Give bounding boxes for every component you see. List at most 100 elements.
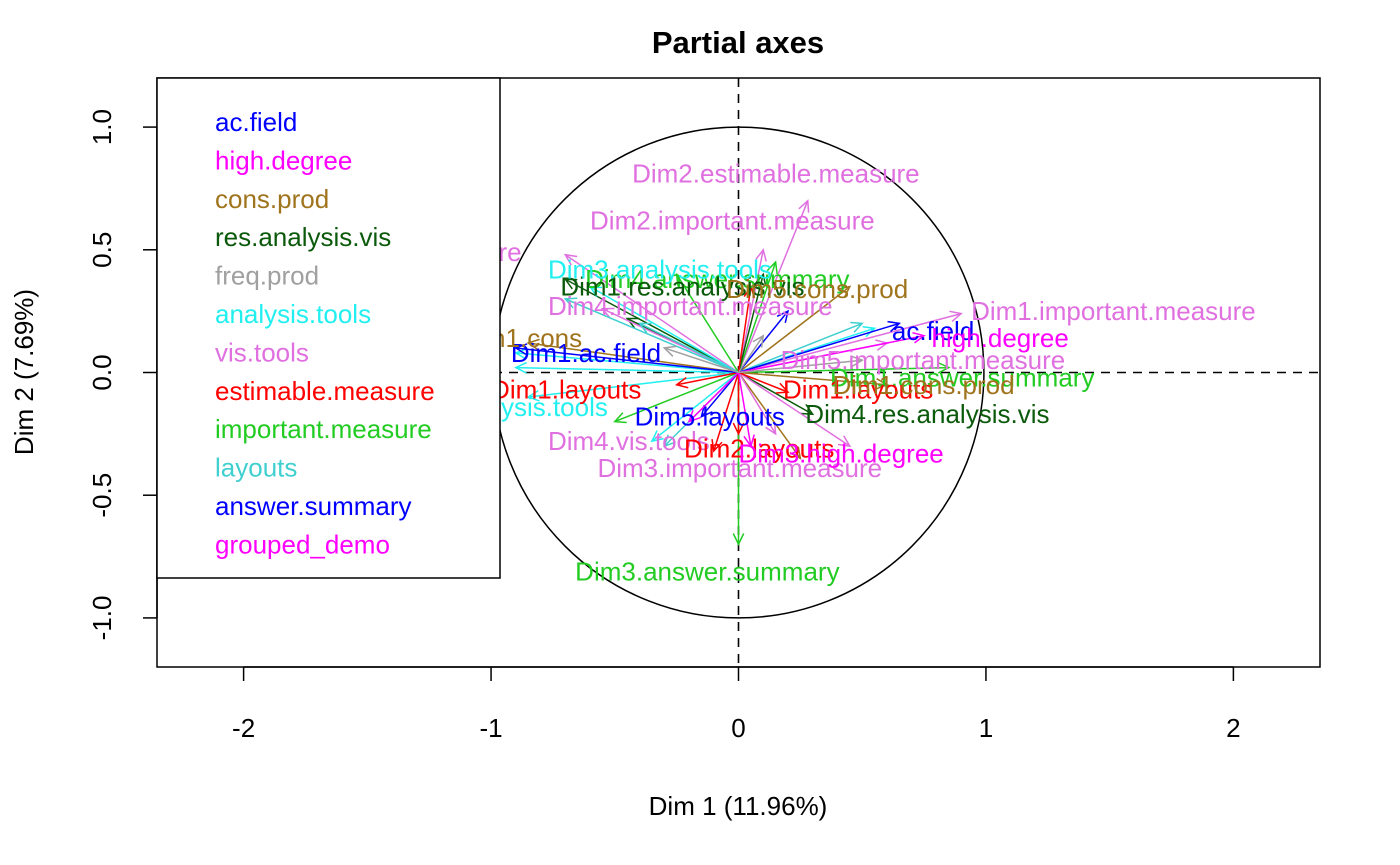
legend-box (156, 77, 501, 579)
chart-title: Partial axes (652, 25, 824, 60)
y-tick-label: 0.0 (87, 354, 117, 390)
partial-axis-label: Dim4.res.analysis.vis (805, 399, 1049, 429)
partial-axis-label: high.degree (932, 323, 1069, 353)
partial-axis-arrow (738, 334, 925, 374)
x-tick-label: 1 (979, 713, 993, 743)
partial-axis-arrow (738, 322, 863, 374)
arrow-head (600, 307, 615, 319)
partial-axis-label: Dim3.high.degree (739, 438, 944, 468)
partial-axis-arrow (700, 372, 740, 418)
arrow-head (700, 404, 713, 418)
partial-axis-label: Dim5.cons.prod (726, 274, 908, 304)
arrow-head (663, 434, 676, 448)
y-tick-label: 1.0 (87, 109, 117, 145)
arrow-head (514, 343, 528, 355)
partial-axis-arrow (528, 342, 739, 374)
partial-axis-arrow (639, 322, 739, 374)
partial-axis-arrow (738, 371, 888, 386)
legend: ac.field high.degree cons.prod res.analysis… (156, 77, 501, 579)
partial-axis-label: Dim1.cons.prod (833, 370, 1015, 400)
arrow-head (675, 272, 688, 287)
arrow-head (588, 285, 603, 297)
x-tick-label: 2 (1226, 713, 1240, 743)
arrow-head (875, 378, 889, 390)
arrow-head (755, 248, 767, 262)
partial-axis-label: Dim1.ac.field (511, 338, 661, 368)
y-axis-label: Dim 2 (7.69%) (9, 289, 39, 455)
partial-axis-label: Dim2.estimable.measure (632, 159, 920, 189)
partial-axis-label: Dim3.important.measure (597, 453, 882, 483)
arrow-head (850, 355, 864, 368)
arrow-head (775, 382, 790, 394)
partial-axis-arrow (564, 278, 739, 374)
partial-axis-label: n1.cons (491, 323, 582, 353)
partial-axis-arrow (738, 366, 949, 374)
arrow-head (711, 439, 723, 453)
legend-entry: high.degree (215, 145, 352, 175)
arrow-head (949, 310, 963, 322)
partial-axis-label: Dim3.analysis.tools (548, 254, 772, 284)
arrow-head (798, 199, 810, 213)
x-tick-label: -1 (479, 713, 502, 743)
partial-axis-label: Dim1.layouts (783, 375, 933, 405)
legend-entry: vis.tools (215, 337, 309, 367)
partial-axis-label: Dim1.answer.summary (830, 362, 1094, 392)
partial-axis-label: Dim4.important.measure (548, 291, 833, 321)
partial-axis-arrow (737, 274, 764, 373)
partial-axis-arrow (614, 371, 739, 423)
partial-axis-label: Dim3.answer.summary (575, 556, 839, 586)
partial-axis-arrow (738, 322, 900, 374)
legend-entry: freq.prod (215, 261, 319, 291)
arrow-head (687, 410, 701, 423)
arrow-head (563, 297, 578, 309)
arrow-head (514, 361, 528, 374)
partial-axis-label: Dim5.layouts (635, 402, 785, 432)
arrow-head (789, 446, 802, 460)
partial-axis-label: Dim1.layouts (491, 375, 641, 405)
partial-axis-label: ysis.tools (501, 392, 608, 422)
partial-axis-arrow (676, 273, 740, 373)
arrow-head (862, 325, 877, 338)
y-tick-label: 0.5 (87, 232, 117, 268)
arrow-head (526, 389, 540, 402)
partial-axis-arrow (737, 310, 789, 373)
arrow-head (732, 533, 745, 547)
arrow-head (674, 376, 689, 389)
legend-entry: analysis.tools (215, 299, 371, 329)
arrow-head (800, 403, 815, 416)
arrow-head (743, 284, 756, 299)
partial-axis-arrow (737, 372, 801, 459)
partial-axis-arrow (737, 372, 777, 435)
arrow-head (912, 331, 926, 344)
arrow-head (887, 320, 901, 333)
arrow-head (776, 309, 790, 324)
partial-axis-arrow (589, 285, 739, 374)
arrow-head (650, 430, 664, 443)
legend-entry: grouped_demo (215, 529, 390, 559)
partial-axis-arrow (737, 249, 764, 373)
partial-axis-label: ac.field (892, 316, 974, 346)
arrow-head (837, 435, 852, 448)
y-tick-label: -0.5 (87, 473, 117, 518)
partial-axis-arrow (713, 372, 740, 452)
partial-axis-label: Dim2.layouts (684, 434, 834, 464)
arrow-head (754, 272, 767, 287)
partial-axis-arrow (738, 371, 851, 447)
partial-axis-arrow (738, 312, 962, 374)
partial-axis-arrow (676, 371, 739, 386)
arrow-head (625, 317, 640, 329)
arrow-head (732, 422, 745, 436)
x-axis-label: Dim 1 (11.96%) (649, 791, 828, 821)
partial-axis-arrow (564, 298, 739, 374)
arrow-head (662, 345, 677, 357)
partial-axis-arrow (738, 359, 863, 374)
arrows-group (514, 199, 963, 547)
arrow-head (766, 260, 778, 275)
partial-axis-arrow (737, 261, 777, 373)
partial-axis-label: Dim2.important.measure (590, 205, 875, 235)
partial-axis-arrow (737, 335, 764, 373)
arrow-head (850, 321, 864, 333)
arrow-head (563, 253, 578, 266)
partial-axis-arrow (738, 371, 814, 415)
